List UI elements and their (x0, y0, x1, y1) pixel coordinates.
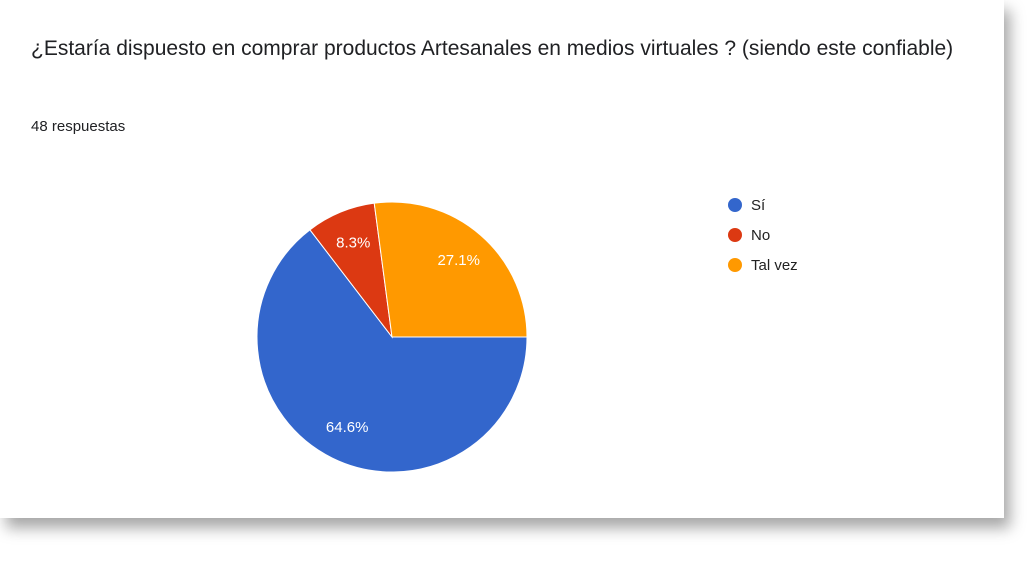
chart: 64.6% 8.3% 27.1% Sí No Tal vez (256, 197, 798, 473)
legend-label: Sí (751, 197, 766, 214)
legend-swatch (728, 198, 742, 212)
legend-swatch (728, 228, 742, 242)
data-label: 27.1% (437, 252, 480, 269)
data-label: 64.6% (326, 419, 369, 436)
legend-label: No (751, 227, 770, 244)
legend-swatch (728, 258, 742, 272)
legend-label: Tal vez (751, 257, 798, 274)
pie-slice (373, 201, 528, 338)
data-label: 8.3% (336, 234, 370, 251)
chart-title: ¿Estaría dispuesto en comprar productos … (31, 37, 954, 60)
chart-subtitle: 48 respuestas (31, 118, 126, 135)
card: ¿Estaría dispuesto en comprar productos … (31, 37, 954, 473)
pie-slice (256, 229, 528, 473)
